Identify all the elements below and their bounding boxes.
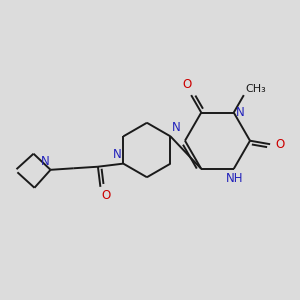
Text: N: N bbox=[40, 155, 49, 168]
Text: CH₃: CH₃ bbox=[246, 84, 266, 94]
Text: N: N bbox=[236, 106, 245, 119]
Text: O: O bbox=[275, 138, 284, 151]
Text: N: N bbox=[113, 148, 122, 160]
Text: O: O bbox=[183, 78, 192, 92]
Text: NH: NH bbox=[226, 172, 243, 185]
Text: N: N bbox=[172, 121, 181, 134]
Text: O: O bbox=[102, 189, 111, 202]
